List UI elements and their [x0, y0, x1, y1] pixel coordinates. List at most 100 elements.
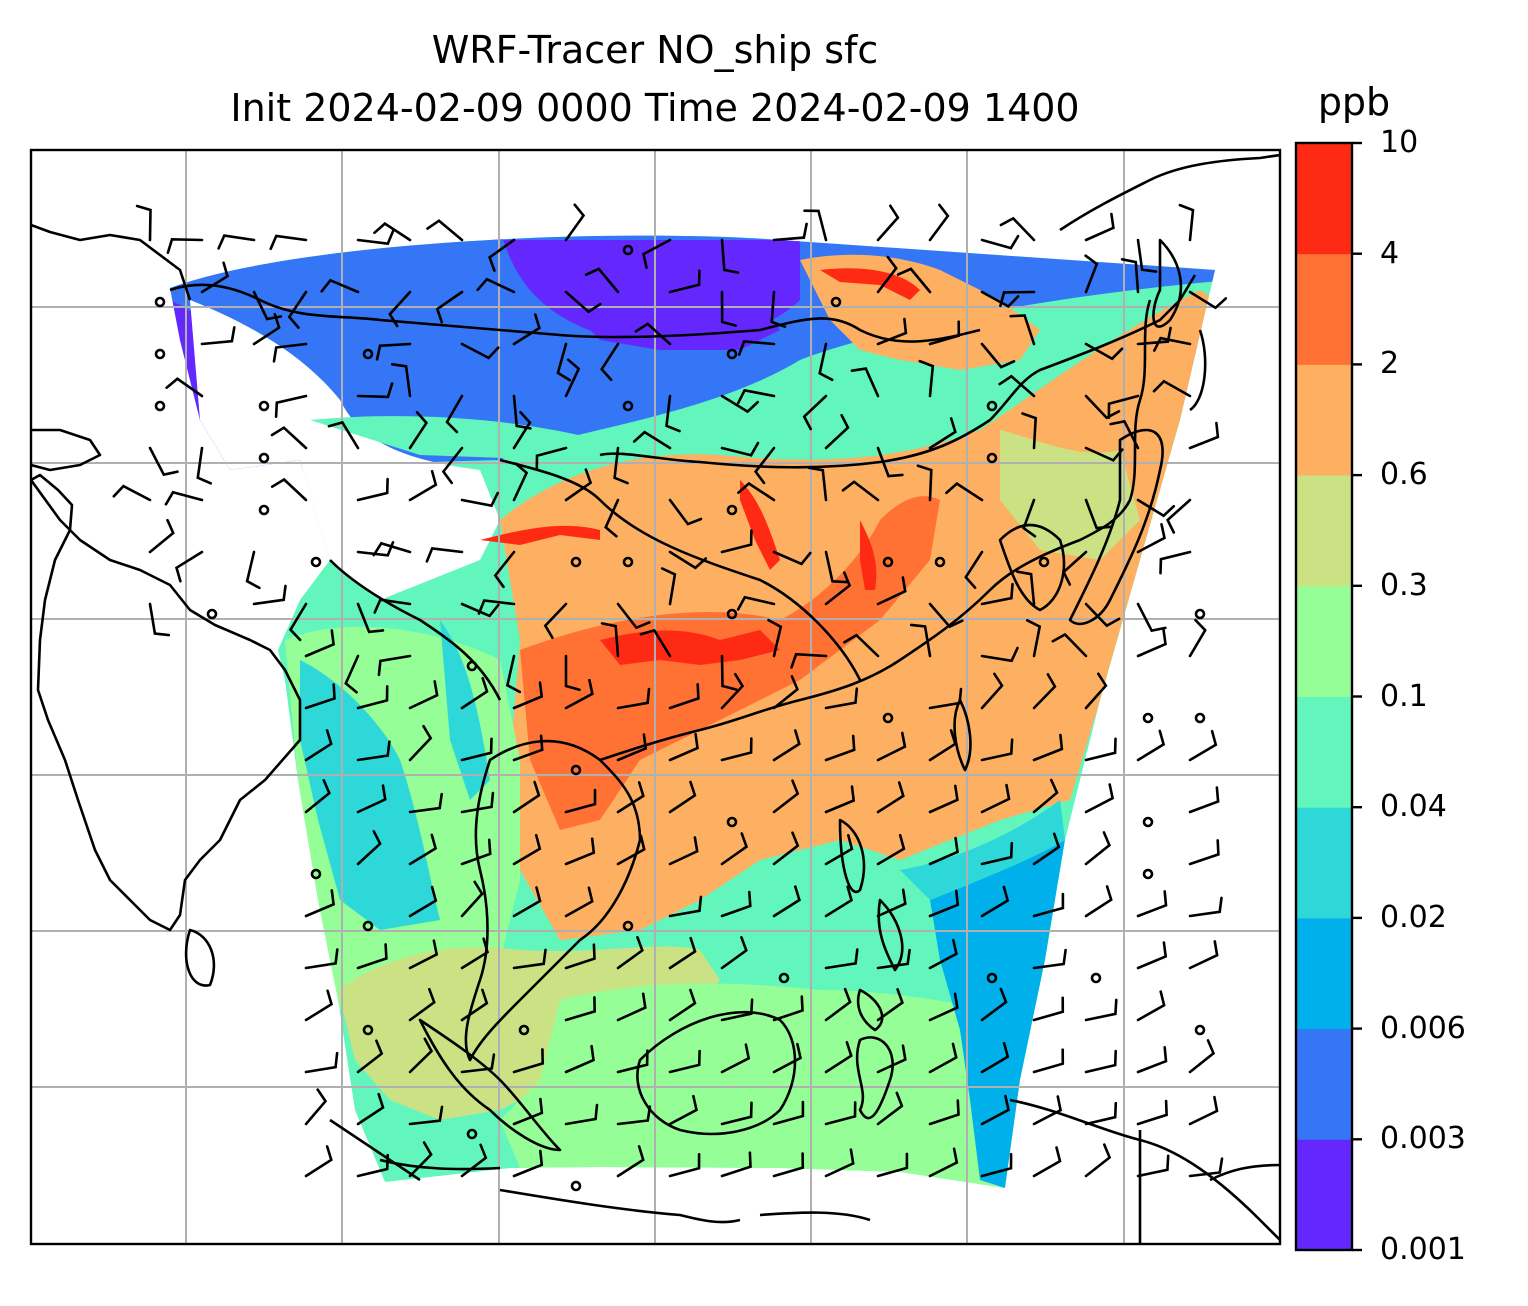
- coastline-indochina: [464, 739, 642, 1062]
- wind-barb: [505, 654, 522, 694]
- wind-barb: [1153, 336, 1192, 352]
- wind-barb: [909, 623, 932, 658]
- wind-barb: [1136, 1099, 1168, 1126]
- wind-barb: [772, 831, 800, 866]
- wind-barb: [980, 841, 1014, 866]
- colorbar-segment: [1296, 143, 1352, 255]
- wind-barb: [408, 469, 438, 502]
- wind-barb: [616, 992, 647, 1022]
- wind-barb: [356, 1092, 385, 1126]
- wind-barb: [1188, 421, 1220, 450]
- wind-barb: [460, 491, 499, 508]
- wind-barb: [564, 837, 596, 866]
- wind-barb: [512, 410, 532, 450]
- wind-barb: [460, 880, 484, 918]
- wind-barb: [543, 602, 568, 639]
- wind-barb: [200, 261, 230, 294]
- map-frame: [29, 148, 1282, 1246]
- wind-barb: [1051, 632, 1088, 658]
- wind-barb: [1188, 839, 1220, 866]
- calm-wind-marker: [154, 400, 166, 412]
- wind-barb: [274, 394, 308, 418]
- wind-barb: [772, 675, 799, 710]
- wind-barb: [1084, 783, 1115, 814]
- wind-barb: [737, 481, 776, 502]
- wind-barb: [408, 939, 439, 970]
- calm-wind-marker: [466, 660, 478, 672]
- calm-wind-marker: [622, 920, 634, 932]
- wind-barb: [477, 599, 516, 615]
- wind-barb: [512, 833, 542, 866]
- wind-barb: [1084, 212, 1115, 242]
- coastline-malaysia: [418, 1018, 562, 1152]
- wind-barb: [356, 602, 385, 634]
- chart-title: WRF-Tracer NO_ship sfc: [431, 28, 879, 72]
- colorbar-segment: [1296, 807, 1352, 919]
- map-area: [31, 150, 1280, 1244]
- wind-barb: [564, 788, 597, 814]
- wind-barb: [737, 340, 776, 356]
- wind-barb: [772, 995, 804, 1022]
- wind-barb: [356, 740, 391, 762]
- calm-wind-marker: [622, 244, 634, 256]
- wind-barb: [720, 672, 745, 710]
- wind-barb: [408, 792, 443, 814]
- wind-barb: [356, 229, 395, 246]
- wind-barb: [1084, 498, 1112, 530]
- wind-barb: [604, 498, 620, 538]
- wind-barb: [876, 255, 898, 294]
- colorbar-tick-label: 0.001: [1380, 1232, 1466, 1267]
- wind-barb: [720, 1101, 753, 1126]
- wind-barb: [928, 992, 959, 1022]
- wind-barb: [824, 687, 859, 710]
- wind-barb: [245, 550, 261, 590]
- wind-barb: [1084, 602, 1121, 628]
- wind-barb: [928, 784, 959, 814]
- wind-barb: [356, 1039, 384, 1074]
- wind-barb: [564, 468, 593, 502]
- wind-barb: [512, 734, 544, 762]
- wind-barb: [164, 490, 204, 506]
- wind-barb: [196, 446, 212, 485]
- wind-barb: [980, 783, 1011, 814]
- wind-barb: [1084, 672, 1108, 710]
- wind-barb: [928, 203, 950, 242]
- colorbar-tick-label: 0.006: [1380, 1010, 1466, 1046]
- wind-barb: [642, 238, 672, 269]
- wind-barb: [564, 1103, 599, 1126]
- wind-barb: [288, 602, 308, 642]
- wind-barb: [1188, 786, 1220, 814]
- wind-barb: [269, 234, 308, 251]
- wind-barb: [1032, 733, 1064, 762]
- wind-barb: [876, 988, 904, 1022]
- wind-barb: [928, 1147, 959, 1178]
- wind-barb: [772, 885, 801, 918]
- wind-barb: [1084, 254, 1099, 294]
- wind-barb: [1032, 673, 1057, 710]
- calm-wind-marker: [310, 556, 322, 568]
- colorbar-segment: [1296, 364, 1352, 476]
- wind-barb: [1136, 602, 1167, 633]
- wind-barb: [356, 477, 389, 502]
- coastline-russia-east: [1059, 153, 1280, 232]
- wind-barb: [668, 836, 699, 866]
- wind-barb: [460, 988, 489, 1022]
- wind-barb: [1136, 523, 1166, 554]
- wind-barb: [928, 417, 957, 450]
- calm-wind-marker: [1194, 608, 1206, 620]
- wind-barb: [928, 836, 959, 866]
- wind-barb: [304, 889, 336, 918]
- wind-barb: [720, 998, 754, 1022]
- wind-barb: [1084, 998, 1118, 1022]
- wind-barb: [1136, 1046, 1168, 1074]
- wind-barb: [720, 654, 738, 691]
- wind-barb: [1032, 996, 1065, 1022]
- wind-barb: [1188, 1039, 1216, 1074]
- wind-barb: [564, 290, 602, 314]
- calm-wind-marker: [518, 1024, 530, 1036]
- coastline-korea: [998, 523, 1066, 612]
- wind-barb: [304, 989, 334, 1022]
- wind-barb: [665, 394, 681, 433]
- wind-barb: [512, 681, 544, 710]
- wind-barb: [408, 724, 433, 762]
